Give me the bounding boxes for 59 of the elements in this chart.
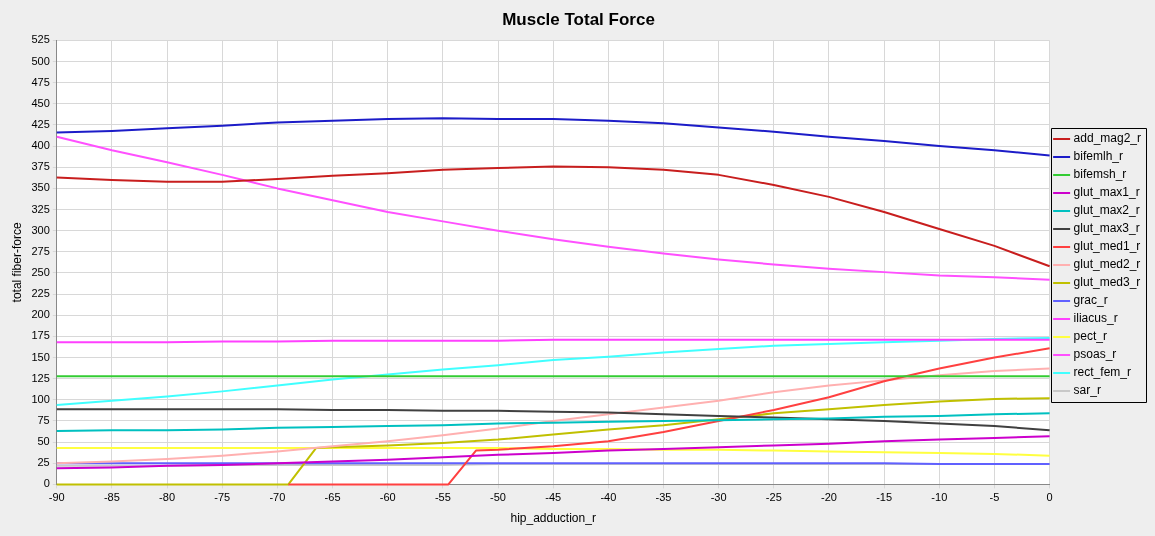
x-tick-label: -15 — [876, 491, 893, 504]
x-tick-label: -20 — [821, 491, 837, 504]
x-tick-label: -50 — [490, 491, 506, 504]
legend-label: grac_r — [1073, 293, 1108, 308]
legend-label: psoas_r — [1073, 347, 1117, 362]
chart-title: Muscle Total Force — [502, 9, 655, 29]
x-tick-label: -70 — [269, 491, 286, 504]
x-axis-title: hip_adduction_r — [510, 511, 596, 526]
y-tick-label: 450 — [31, 96, 50, 109]
x-tick-label: -10 — [931, 491, 948, 504]
legend-label: glut_med1_r — [1073, 239, 1141, 254]
x-tick-label: -80 — [159, 491, 176, 504]
y-tick-label: 50 — [37, 435, 50, 448]
y-tick-label: 525 — [31, 33, 50, 46]
y-tick-label: 75 — [37, 414, 50, 426]
y-tick-label: 350 — [31, 181, 50, 194]
x-tick-label: -35 — [655, 491, 672, 504]
x-tick-label: -5 — [989, 491, 1000, 504]
legend-label: glut_med3_r — [1073, 275, 1141, 290]
x-tick-label: -90 — [48, 491, 65, 504]
y-tick-label: 275 — [31, 244, 50, 257]
y-tick-label: 200 — [31, 308, 50, 321]
x-tick-label: -55 — [434, 491, 451, 504]
y-tick-label: 425 — [31, 118, 50, 130]
y-tick-label: 175 — [31, 329, 50, 342]
x-tick-label: -45 — [545, 491, 562, 504]
legend-label: pect_r — [1073, 329, 1107, 344]
y-tick-label: 150 — [31, 350, 50, 363]
y-tick-label: 300 — [31, 223, 50, 236]
legend-label: bifemsh_r — [1073, 167, 1127, 182]
y-tick-label: 250 — [31, 266, 50, 278]
y-tick-label: 100 — [31, 392, 50, 405]
legend-label: glut_med2_r — [1073, 257, 1141, 272]
x-tick-label: -65 — [324, 491, 341, 504]
y-tick-label: 125 — [31, 371, 50, 384]
x-tick-label: 0 — [1046, 491, 1053, 504]
legend-label: iliacus_r — [1073, 311, 1118, 326]
legend-label: glut_max1_r — [1073, 185, 1140, 200]
y-tick-label: 500 — [31, 54, 50, 67]
x-tick-label: -25 — [765, 491, 782, 504]
y-tick-label: 375 — [31, 160, 50, 173]
y-tick-label: 225 — [31, 287, 50, 300]
legend-label: glut_max3_r — [1073, 221, 1140, 236]
legend-label: glut_max2_r — [1073, 203, 1140, 218]
x-tick-label: -60 — [379, 491, 396, 504]
y-tick-label: 325 — [31, 202, 50, 215]
x-tick-label: -40 — [600, 491, 617, 504]
x-tick-label: -85 — [103, 491, 120, 504]
y-tick-label: 25 — [37, 456, 50, 469]
legend-label: bifemlh_r — [1073, 149, 1123, 164]
y-tick-label: 0 — [43, 477, 50, 490]
y-tick-label: 400 — [31, 139, 50, 152]
legend-label: sar_r — [1073, 383, 1101, 398]
legend-label: add_mag2_r — [1073, 131, 1142, 146]
y-axis-title: total fiber-force — [9, 222, 24, 303]
x-tick-label: -30 — [710, 491, 727, 504]
y-tick-label: 475 — [31, 75, 50, 88]
legend-label: rect_fem_r — [1073, 365, 1131, 380]
x-tick-label: -75 — [214, 491, 231, 504]
